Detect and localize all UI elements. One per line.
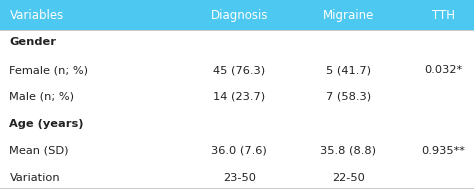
Text: 14 (23.7): 14 (23.7)	[213, 92, 265, 102]
Text: 7 (58.3): 7 (58.3)	[326, 92, 371, 102]
Text: Gender: Gender	[9, 37, 56, 47]
Text: Male (n; %): Male (n; %)	[9, 92, 74, 102]
Text: TTH: TTH	[432, 9, 455, 22]
Text: 22-50: 22-50	[332, 173, 365, 183]
Text: Age (years): Age (years)	[9, 119, 84, 129]
Text: Variables: Variables	[9, 9, 64, 22]
Text: Female (n; %): Female (n; %)	[9, 65, 89, 75]
Text: 23-50: 23-50	[223, 173, 256, 183]
Text: Mean (SD): Mean (SD)	[9, 146, 69, 156]
Text: Migraine: Migraine	[323, 9, 374, 22]
Text: Diagnosis: Diagnosis	[210, 9, 268, 22]
FancyBboxPatch shape	[0, 0, 474, 30]
Text: 35.8 (8.8): 35.8 (8.8)	[320, 146, 376, 156]
Text: 45 (76.3): 45 (76.3)	[213, 65, 265, 75]
Text: 36.0 (7.6): 36.0 (7.6)	[211, 146, 267, 156]
Text: 5 (41.7): 5 (41.7)	[326, 65, 371, 75]
Text: 0.935**: 0.935**	[421, 146, 465, 156]
Text: Variation: Variation	[9, 173, 60, 183]
Text: 0.032*: 0.032*	[424, 65, 462, 75]
